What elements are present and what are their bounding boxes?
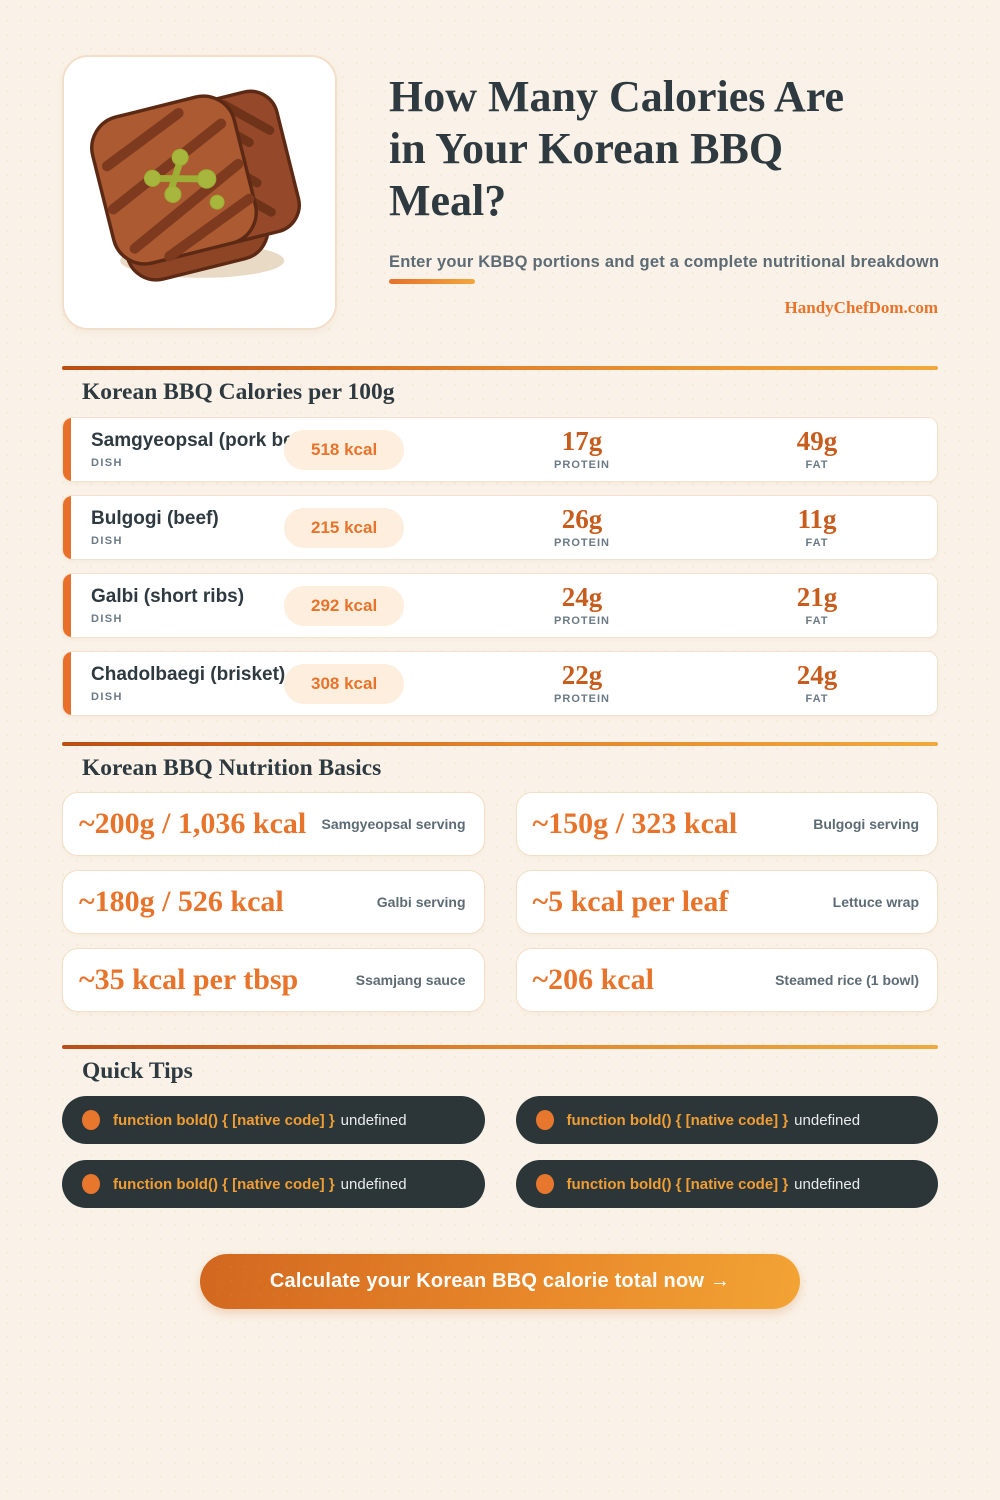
kcal-badge: 308 kcal [284,663,405,704]
basics-value: ~5 kcal per leaf [532,885,729,918]
basics-value: ~180g / 526 kcal [79,885,284,918]
fat-label: FAT [805,693,829,705]
basics-card: ~150g / 323 kcal Bulgogi serving [515,792,938,856]
basics-value: ~206 kcal [532,963,654,996]
basics-label: Galbi serving [376,894,466,910]
protein-value: 24g [561,582,603,612]
tip-bold-text: function bold() { [native code] } [113,1111,335,1129]
dish-name: Bulgogi (beef) [91,508,219,529]
basics-label: Lettuce wrap [832,894,919,910]
row-accent-bar [63,496,71,559]
dish-rows: Samgyeopsal (pork belly) DISH 518 kcal 1… [62,417,938,716]
dish-name: Samgyeopsal (pork belly) [91,430,322,451]
subtitle-underline [389,278,475,284]
hero-image-card [62,55,337,330]
bullet-dot-icon [82,1110,100,1130]
basics-value: ~35 kcal per tbsp [79,963,299,996]
bullet-dot-icon [82,1174,100,1194]
tip-pill: function bold() { [native code] } undefin… [62,1096,485,1144]
basics-label: Bulgogi serving [813,816,919,832]
protein-value: 22g [561,660,603,690]
basics-value: ~150g / 323 kcal [532,807,738,840]
protein-label: PROTEIN [554,615,610,627]
fat-value: 24g [796,660,838,690]
tip-rest-text: undefined [340,1111,407,1129]
table-row: Chadolbaegi (brisket) DISH 308 kcal 22g … [62,651,938,716]
tip-rest-text: undefined [794,1175,861,1193]
basics-card: ~35 kcal per tbsp Ssamjang sauce [62,948,485,1012]
row-accent-bar [63,652,71,715]
header: How Many Calories Are in Your Korean BBQ… [0,0,1000,330]
kcal-badge: 518 kcal [284,429,405,470]
section-divider [62,1045,938,1049]
tip-pill: function bold() { [native code] } undefin… [515,1096,938,1144]
dish-type-label: DISH [91,613,123,625]
tip-rest-text: undefined [794,1111,861,1129]
dish-type-label: DISH [91,535,123,547]
basics-value: ~200g / 1,036 kcal [79,807,307,840]
section-title-calories: Korean BBQ Calories per 100g [82,379,395,405]
fat-label: FAT [805,537,829,549]
row-accent-bar [63,574,71,637]
tip-bold-text: function bold() { [native code] } [566,1175,789,1193]
dish-name: Galbi (short ribs) [91,586,245,607]
header-text-block: How Many Calories Are in Your Korean BBQ… [389,55,940,330]
basics-card: ~200g / 1,036 kcal Samgyeopsal serving [62,792,485,856]
basics-section: Korean BBQ Nutrition Basics ~200g / 1,03… [0,742,1000,1012]
basics-card: ~5 kcal per leaf Lettuce wrap [515,870,938,934]
fat-label: FAT [805,615,829,627]
fat-value: 11g [797,504,837,534]
bullet-dot-icon [535,1174,554,1194]
brand-link: HandyChefDom.com [784,297,938,317]
bullet-dot-icon [535,1110,554,1130]
tips-grid: function bold() { [native code] } undefin… [62,1096,938,1208]
kcal-badge: 292 kcal [284,585,405,626]
dish-name: Chadolbaegi (brisket) [91,664,286,685]
meat-cut-icon [86,76,314,309]
basics-grid: ~200g / 1,036 kcal Samgyeopsal serving ~… [62,792,938,1012]
kcal-badge: 215 kcal [284,507,405,548]
basics-label: Steamed rice (1 bowl) [775,972,919,988]
page-title: How Many Calories Are in Your Korean BBQ… [389,72,845,225]
table-row: Samgyeopsal (pork belly) DISH 518 kcal 1… [62,417,938,482]
calculate-cta-button[interactable]: Calculate your Korean BBQ calorie total … [200,1254,800,1309]
protein-label: PROTEIN [554,537,610,549]
tip-pill: function bold() { [native code] } undefin… [62,1160,485,1208]
fat-value: 49g [796,426,838,456]
basics-card: ~206 kcal Steamed rice (1 bowl) [515,948,938,1012]
fat-label: FAT [805,459,829,471]
tip-bold-text: function bold() { [native code] } [566,1111,789,1129]
subtitle: Enter your KBBQ portions and get a compl… [389,252,940,271]
fat-value: 21g [796,582,838,612]
tips-section: Quick Tips function bold() { [native cod… [0,1045,1000,1208]
basics-label: Ssamjang sauce [355,972,466,988]
section-title-tips: Quick Tips [82,1058,193,1084]
section-divider [62,742,938,746]
table-row: Bulgogi (beef) DISH 215 kcal 26g PROTEIN… [62,495,938,560]
protein-value: 17g [561,426,603,456]
dish-type-label: DISH [91,457,123,469]
calories-section: Korean BBQ Calories per 100g Samgyeopsal… [0,366,1000,716]
section-title-basics: Korean BBQ Nutrition Basics [82,755,382,781]
protein-label: PROTEIN [554,459,610,471]
row-accent-bar [63,418,71,481]
table-row: Galbi (short ribs) DISH 292 kcal 24g PRO… [62,573,938,638]
protein-label: PROTEIN [554,693,610,705]
basics-card: ~180g / 526 kcal Galbi serving [62,870,485,934]
basics-label: Samgyeopsal serving [321,816,466,832]
section-divider [62,366,938,370]
tip-rest-text: undefined [340,1175,407,1193]
protein-value: 26g [561,504,603,534]
tip-pill: function bold() { [native code] } undefin… [515,1160,938,1208]
tip-bold-text: function bold() { [native code] } [113,1175,335,1193]
dish-type-label: DISH [91,691,123,703]
